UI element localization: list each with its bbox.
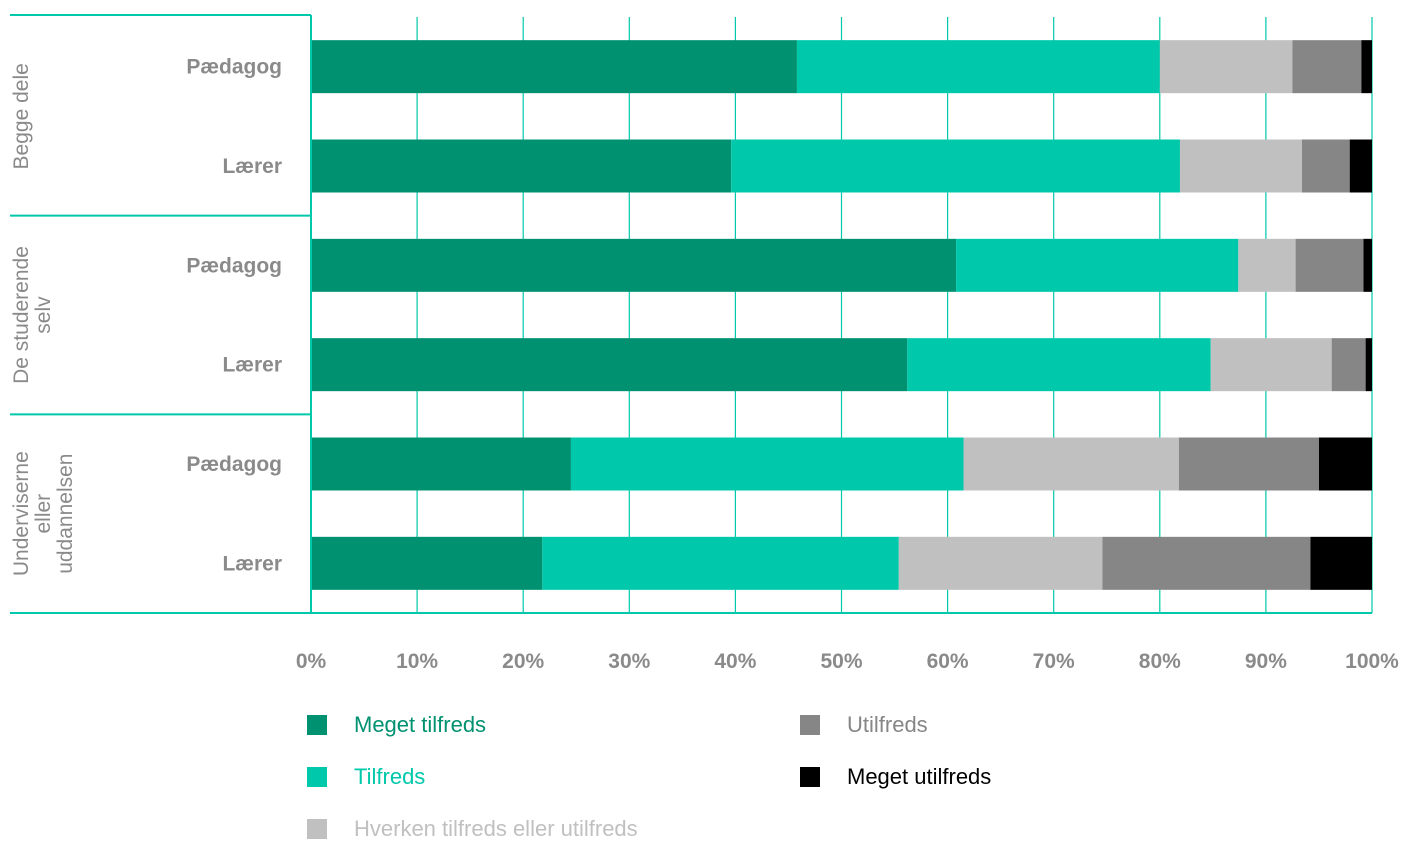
bar-segment [907, 338, 1211, 392]
bar-segment [1363, 238, 1372, 292]
category-label: Lærer [222, 354, 282, 377]
group-label: eller [32, 494, 55, 534]
x-tick-label: 30% [608, 650, 650, 673]
bar-segment [1331, 338, 1366, 392]
legend-item: Tilfreds [307, 764, 425, 790]
x-tick-label: 10% [396, 650, 438, 673]
bar-segment [311, 139, 732, 193]
bar-segment [311, 238, 957, 292]
legend-label: Meget tilfreds [354, 712, 487, 737]
x-tick-label: 20% [502, 650, 544, 673]
group-label: De studerende [10, 246, 33, 384]
group-label: selv [32, 296, 55, 334]
legend-label: Tilfreds [354, 764, 426, 789]
bar-segment [1159, 40, 1293, 94]
legend-item: Meget utilfreds [800, 764, 991, 790]
bar-segment [311, 40, 797, 94]
legend-swatch [307, 819, 327, 839]
bar-segment [731, 139, 1180, 193]
legend-swatch [800, 767, 820, 787]
bar-segment [570, 437, 964, 491]
legend-label: Utilfreds [847, 712, 928, 737]
bar-segment [1349, 139, 1372, 193]
group-label: uddannelsen [54, 454, 77, 574]
bar-segment [1238, 238, 1296, 292]
legend-label: Meget utilfreds [847, 764, 992, 789]
group-label: Begge dele [10, 63, 33, 169]
x-tick-label: 50% [820, 650, 862, 673]
bar-segment [1292, 40, 1362, 94]
legend-item: Utilfreds [800, 712, 928, 738]
x-tick-label: 60% [927, 650, 969, 673]
bar-segment [542, 536, 899, 590]
category-label: Lærer [222, 155, 282, 178]
bar-segment [311, 536, 543, 590]
bar-segment [311, 437, 571, 491]
bar-segment [898, 536, 1103, 590]
bar-segment [1318, 437, 1372, 491]
bar-segment [796, 40, 1160, 94]
bar-segment [1310, 536, 1372, 590]
x-tick-label: 80% [1139, 650, 1181, 673]
x-tick-label: 90% [1245, 650, 1287, 673]
bar-segment [956, 238, 1239, 292]
bar-segment [1301, 139, 1350, 193]
x-tick-label: 100% [1345, 650, 1399, 673]
legend-label: Hverken tilfreds eller utilfreds [354, 816, 638, 841]
legend-item: Meget tilfreds [307, 712, 486, 738]
category-label: Pædagog [186, 254, 282, 277]
bar-segment [1102, 536, 1311, 590]
category-label: Lærer [222, 552, 282, 575]
bar-segment [1178, 437, 1319, 491]
legend-swatch [307, 715, 327, 735]
category-label: Pædagog [186, 56, 282, 79]
group-label: Underviserne [10, 451, 33, 576]
bar-segment [1361, 40, 1372, 94]
x-tick-label: 70% [1033, 650, 1075, 673]
bar-segment [311, 338, 908, 392]
bar-segment [963, 437, 1179, 491]
category-label: Pædagog [186, 453, 282, 476]
x-tick-label: 40% [714, 650, 756, 673]
legend-swatch [800, 715, 820, 735]
bar-segment [1295, 238, 1364, 292]
bar-segment [1210, 338, 1332, 392]
x-tick-label: 0% [296, 650, 327, 673]
bar-segment [1179, 139, 1302, 193]
legend-swatch [307, 767, 327, 787]
bar-segment [1365, 338, 1372, 392]
legend-item: Hverken tilfreds eller utilfreds [307, 816, 638, 842]
